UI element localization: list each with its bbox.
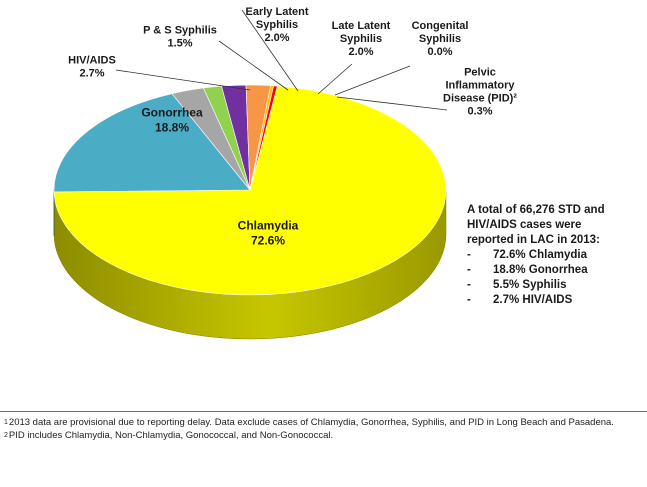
summary-item: - 2.7% HIV/AIDS [467, 293, 642, 308]
summary-intro-line: reported in LAC in 2013: [467, 234, 600, 246]
bullet-dash: - [467, 294, 471, 306]
summary-item: - 5.5% Syphilis [467, 278, 642, 293]
leader-line [218, 40, 289, 91]
footnotes: 12013 data are provisional due to report… [4, 417, 634, 443]
slice-label-chlamydia: Chlamydia 72.6% [238, 219, 299, 248]
leader-line [241, 9, 299, 92]
footnote-mark: 1 [4, 419, 8, 426]
summary-item-text: 5.5% Syphilis [493, 279, 567, 291]
summary-item: - 18.8% Gonorrhea [467, 263, 642, 278]
slice-labels: Chlamydia 72.6% Gonorrhea 18.8% HIV/AIDS 2.7%… [68, 6, 517, 248]
summary-item: - 72.6% Chlamydia [467, 248, 642, 263]
slice-label-early-latent-syphilis: Early Latent Syphilis 2.0% [246, 6, 309, 44]
summary-item-text: 72.6% Chlamydia [493, 249, 587, 261]
leader-line [115, 69, 251, 91]
slice-label-p-s-syphilis: P & S Syphilis 1.5% [143, 25, 217, 50]
bullet-dash: - [467, 279, 471, 291]
pie-slice-chlamydia [53, 85, 447, 296]
leader-lines [115, 9, 448, 111]
pie-chart: Chlamydia 72.6% Gonorrhea 18.8% HIV/AIDS 2.7%… [53, 6, 517, 340]
bullet-dash: - [467, 249, 471, 261]
leader-line [317, 63, 353, 95]
leader-line [336, 96, 448, 111]
pie-slice-pelvic-inflammatory-disease-pid- [249, 85, 278, 191]
slice-label-pelvic-inflammatory-disease-pid-: Pelvic Inflammatory Disease (PID)² 0.3% [443, 67, 517, 118]
summary-item-text: 18.8% Gonorrhea [493, 264, 588, 276]
summary-intro-line: HIV/AIDS cases were [467, 219, 582, 231]
footnote: 2PID includes Chlamydia, Non-Chlamydia, … [4, 430, 634, 442]
pie-slice-gonorrhea [53, 93, 251, 193]
slice-label-congenital-syphilis: Congenital Syphilis 0.0% [412, 20, 469, 58]
summary-box: A total of 66,276 STD and HIV/AIDS cases… [467, 203, 642, 308]
pie-tops [53, 84, 447, 296]
slice-label-hiv-aids: HIV/AIDS 2.7% [68, 55, 116, 80]
slice-label-gonorrhea: Gonorrhea 18.8% [141, 106, 203, 135]
footnote-text: 2013 data are provisional due to reporti… [8, 417, 614, 428]
summary-intro-line: A total of 66,276 STD and [467, 204, 605, 216]
footnote-mark: 2 [4, 432, 8, 439]
footnote: 12013 data are provisional due to report… [4, 417, 634, 429]
leader-line [334, 65, 411, 96]
footnote-text: PID includes Chlamydia, Non-Chlamydia, G… [8, 430, 334, 441]
slice-label-late-latent-syphilis: Late Latent Syphilis 2.0% [332, 20, 391, 58]
footnote-divider [0, 411, 647, 412]
summary-list: - 72.6% Chlamydia - 18.8% Gonorrhea - 5.5% … [467, 248, 642, 308]
bullet-dash: - [467, 264, 471, 276]
summary-item-text: 2.7% HIV/AIDS [493, 294, 573, 306]
